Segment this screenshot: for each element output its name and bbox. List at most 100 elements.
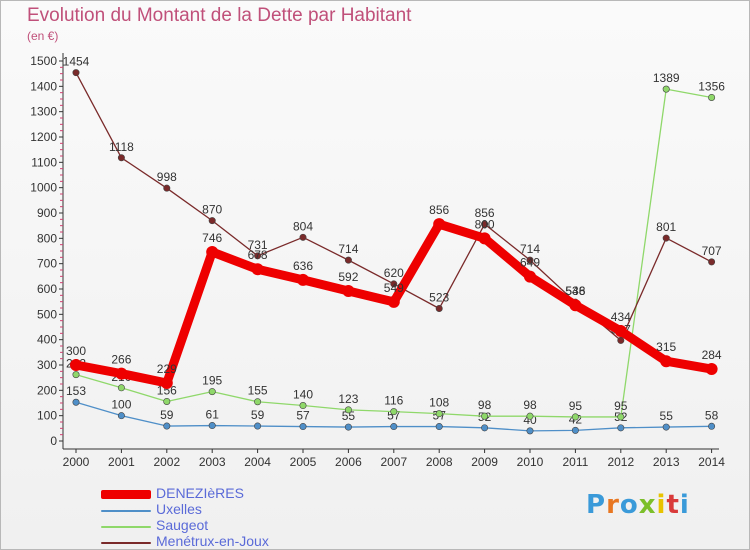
data-label: 59 — [160, 408, 174, 422]
data-label: 229 — [157, 362, 177, 376]
data-point — [299, 402, 307, 410]
data-point — [614, 325, 627, 338]
x-tick-label: 2009 — [471, 455, 498, 469]
data-point — [254, 252, 262, 260]
data-point — [481, 220, 489, 228]
data-label: 315 — [656, 340, 676, 354]
data-label: 592 — [338, 270, 358, 284]
data-label: 98 — [478, 398, 492, 412]
data-point — [478, 232, 491, 245]
data-point — [208, 422, 216, 430]
data-label: 678 — [248, 248, 268, 262]
data-label: 549 — [384, 281, 404, 295]
data-label: 800 — [475, 217, 495, 231]
data-label: 284 — [702, 348, 722, 362]
data-label: 856 — [475, 206, 495, 220]
x-tick-label: 2011 — [562, 455, 588, 469]
data-label: 55 — [342, 409, 356, 423]
x-tick-label: 2004 — [244, 455, 271, 469]
data-point — [571, 413, 579, 421]
data-point — [72, 398, 80, 406]
data-label: 1389 — [653, 71, 680, 85]
y-tick-label: 1200 — [30, 130, 57, 144]
x-tick-label: 2008 — [426, 455, 453, 469]
data-point — [526, 256, 534, 264]
data-point — [342, 285, 355, 298]
data-label: 123 — [338, 392, 358, 406]
x-tick-label: 2003 — [199, 455, 226, 469]
data-label: 59 — [251, 408, 265, 422]
data-point — [662, 234, 670, 242]
data-label: 620 — [384, 266, 404, 280]
data-label: 300 — [66, 344, 86, 358]
data-point — [662, 85, 670, 93]
data-label: 58 — [705, 408, 719, 422]
data-point — [160, 376, 173, 389]
y-tick-label: 700 — [37, 257, 57, 271]
data-point — [433, 218, 446, 231]
y-tick-label: 1100 — [31, 155, 57, 169]
data-label: 998 — [157, 170, 177, 184]
data-point — [571, 426, 579, 434]
y-tick-label: 900 — [37, 206, 57, 220]
data-label: 1454 — [63, 55, 90, 69]
data-label: 1356 — [698, 79, 725, 93]
data-point — [526, 427, 534, 435]
legend-label: DENEZIèRES — [156, 485, 244, 501]
data-point — [163, 397, 171, 405]
data-point — [72, 69, 80, 77]
legend-label: Uxelles — [156, 501, 202, 517]
unit-label: (en €) — [27, 29, 59, 43]
data-point — [705, 363, 718, 376]
chart-title: Evolution du Montant de la Dette par Hab… — [27, 5, 412, 26]
data-point — [297, 273, 309, 286]
x-tick-label: 2005 — [290, 455, 317, 469]
data-point — [254, 422, 262, 430]
data-label: 266 — [111, 353, 131, 367]
data-point — [569, 299, 582, 312]
x-tick-label: 2014 — [698, 455, 725, 469]
y-tick-label: 200 — [37, 383, 57, 397]
data-label: 801 — [656, 220, 676, 234]
legend-swatch — [101, 490, 151, 499]
data-label: 195 — [202, 374, 222, 388]
data-point — [206, 246, 219, 259]
data-label: 523 — [429, 291, 449, 305]
x-tick-label: 2001 — [108, 455, 135, 469]
data-point — [617, 413, 625, 421]
data-point — [708, 93, 716, 101]
data-point — [435, 410, 443, 418]
data-label: 714 — [338, 242, 358, 256]
data-point — [344, 423, 352, 431]
data-label: 116 — [384, 394, 403, 408]
data-point — [70, 359, 82, 371]
data-label: 536 — [565, 284, 585, 298]
data-point — [524, 270, 536, 283]
y-tick-label: 300 — [37, 358, 57, 372]
y-tick-label: 1400 — [30, 79, 57, 93]
data-point — [387, 295, 400, 308]
data-point — [390, 423, 398, 431]
data-point — [254, 398, 262, 406]
x-tick-label: 2012 — [607, 455, 634, 469]
data-point — [208, 217, 216, 225]
data-point — [662, 423, 670, 431]
y-tick-label: 600 — [37, 282, 57, 296]
data-label: 731 — [248, 238, 268, 252]
data-point — [72, 371, 80, 379]
data-label: 153 — [66, 384, 86, 398]
data-point — [163, 184, 171, 192]
data-point — [390, 408, 398, 416]
data-label: 707 — [702, 244, 722, 258]
y-tick-label: 500 — [37, 307, 57, 321]
y-tick-label: 100 — [37, 409, 57, 423]
data-point — [617, 336, 625, 344]
data-label: 100 — [111, 398, 131, 412]
data-label: 140 — [293, 388, 313, 402]
data-point — [115, 367, 128, 380]
data-label: 95 — [614, 399, 628, 413]
legend-swatch — [101, 526, 151, 528]
data-label: 1118 — [109, 140, 134, 154]
